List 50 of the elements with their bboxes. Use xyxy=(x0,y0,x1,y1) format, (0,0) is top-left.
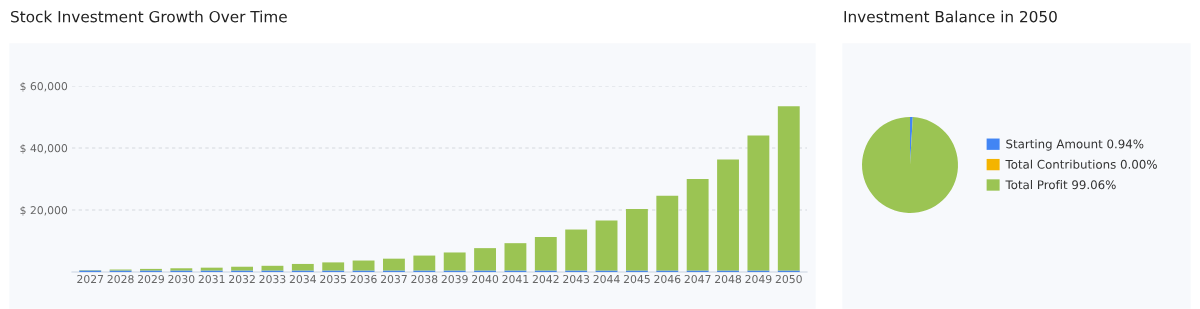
x-tick-label: 2039 xyxy=(441,274,468,284)
x-tick-label: 2042 xyxy=(532,274,559,284)
x-tick-label: 2029 xyxy=(137,274,164,284)
x-tick-label: 2034 xyxy=(289,274,316,284)
x-tick-label: 2036 xyxy=(350,274,377,284)
bar xyxy=(595,220,618,271)
x-tick-label: 2038 xyxy=(411,274,438,284)
bar xyxy=(625,209,648,271)
x-tick-label: 2049 xyxy=(745,274,772,284)
bar xyxy=(717,159,739,271)
x-tick-label: 2041 xyxy=(502,274,529,284)
bar xyxy=(352,260,375,271)
bar xyxy=(443,252,466,271)
bar xyxy=(504,243,527,271)
x-tick-label: 2030 xyxy=(168,274,195,284)
bar xyxy=(383,258,405,271)
x-tick-label: 2027 xyxy=(77,274,104,284)
x-tick-label: 2040 xyxy=(472,274,499,284)
x-tick-label: 2035 xyxy=(320,274,347,284)
y-tick-label: $ 60,000 xyxy=(20,81,68,92)
bar xyxy=(413,255,436,271)
x-tick-label: 2028 xyxy=(107,274,134,284)
x-tick-label: 2043 xyxy=(563,274,590,284)
y-tick-label: $ 40,000 xyxy=(20,143,68,154)
x-tick-label: 2050 xyxy=(775,274,802,284)
legend-label: Total Profit 99.06% xyxy=(1005,180,1116,190)
bar xyxy=(322,262,345,271)
x-tick-label: 2032 xyxy=(229,274,255,284)
bar xyxy=(656,195,679,271)
x-tick-label: 2046 xyxy=(654,274,681,284)
legend-label: Starting Amount 0.94% xyxy=(1006,139,1144,151)
y-tick-label: $ 20,000 xyxy=(20,205,68,216)
x-tick-label: 2048 xyxy=(715,274,742,284)
x-tick-label: 2033 xyxy=(259,274,286,284)
legend-label: Total Contributions 0.00% xyxy=(1005,159,1157,169)
x-tick-label: 2031 xyxy=(198,274,225,284)
bar xyxy=(291,263,314,271)
chart-title: Investment Balance in 2050 xyxy=(844,10,1057,23)
x-tick-label: 2044 xyxy=(593,274,620,284)
bar xyxy=(565,229,588,271)
bar xyxy=(686,179,709,271)
x-tick-label: 2037 xyxy=(380,274,407,284)
bar xyxy=(474,248,496,271)
chart-title: Stock Investment Growth Over Time xyxy=(11,10,287,23)
bar xyxy=(777,106,800,271)
x-tick-label: 2047 xyxy=(684,274,711,284)
pie-slice xyxy=(862,117,958,213)
bar xyxy=(534,236,557,271)
x-tick-label: 2045 xyxy=(623,274,650,284)
bar xyxy=(747,135,770,271)
